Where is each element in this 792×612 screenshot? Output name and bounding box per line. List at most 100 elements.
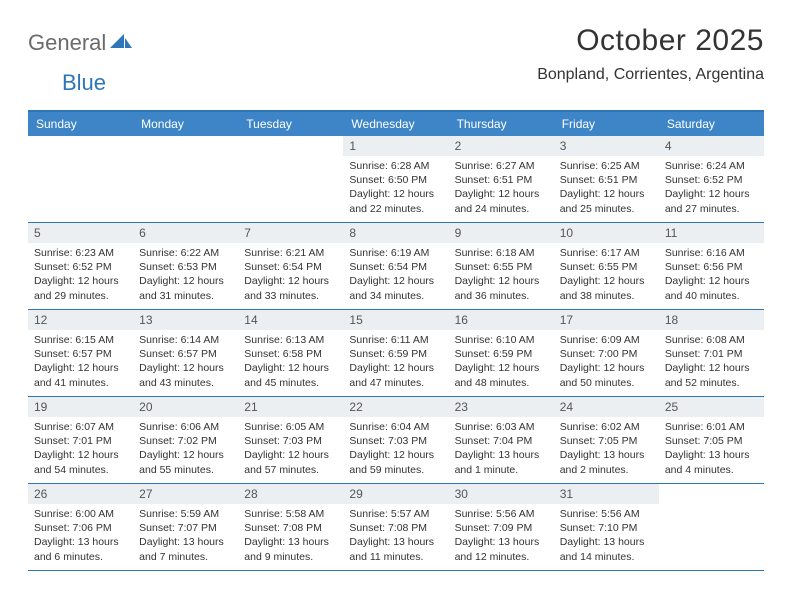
daylight-text: Daylight: 12 hours and 55 minutes. (139, 448, 232, 476)
logo: General (28, 24, 134, 56)
day-content: Sunrise: 6:19 AMSunset: 6:54 PMDaylight:… (343, 243, 448, 309)
day-content: Sunrise: 6:21 AMSunset: 6:54 PMDaylight:… (238, 243, 343, 309)
day-cell: 22Sunrise: 6:04 AMSunset: 7:03 PMDayligh… (343, 397, 448, 483)
day-of-week-header: Sunday (28, 112, 133, 136)
day-cell: 27Sunrise: 5:59 AMSunset: 7:07 PMDayligh… (133, 484, 238, 570)
day-content: Sunrise: 6:13 AMSunset: 6:58 PMDaylight:… (238, 330, 343, 396)
sunrise-text: Sunrise: 6:10 AM (455, 333, 548, 347)
day-content: Sunrise: 6:14 AMSunset: 6:57 PMDaylight:… (133, 330, 238, 396)
day-cell (238, 136, 343, 222)
day-of-week-header: Wednesday (343, 112, 448, 136)
sunrise-text: Sunrise: 6:23 AM (34, 246, 127, 260)
day-cell (28, 136, 133, 222)
sunset-text: Sunset: 7:04 PM (455, 434, 548, 448)
day-number: 2 (449, 136, 554, 156)
daylight-text: Daylight: 13 hours and 9 minutes. (244, 535, 337, 563)
daylight-text: Daylight: 12 hours and 52 minutes. (665, 361, 758, 389)
day-cell: 15Sunrise: 6:11 AMSunset: 6:59 PMDayligh… (343, 310, 448, 396)
daylight-text: Daylight: 13 hours and 7 minutes. (139, 535, 232, 563)
day-cell: 11Sunrise: 6:16 AMSunset: 6:56 PMDayligh… (659, 223, 764, 309)
day-number: 7 (238, 223, 343, 243)
day-content: Sunrise: 6:09 AMSunset: 7:00 PMDaylight:… (554, 330, 659, 396)
sunrise-text: Sunrise: 6:19 AM (349, 246, 442, 260)
day-cell: 29Sunrise: 5:57 AMSunset: 7:08 PMDayligh… (343, 484, 448, 570)
day-number: 5 (28, 223, 133, 243)
day-content: Sunrise: 6:11 AMSunset: 6:59 PMDaylight:… (343, 330, 448, 396)
day-content: Sunrise: 6:10 AMSunset: 6:59 PMDaylight:… (449, 330, 554, 396)
sunrise-text: Sunrise: 5:56 AM (455, 507, 548, 521)
sunrise-text: Sunrise: 6:02 AM (560, 420, 653, 434)
day-content: Sunrise: 6:23 AMSunset: 6:52 PMDaylight:… (28, 243, 133, 309)
day-number: 20 (133, 397, 238, 417)
sunset-text: Sunset: 6:53 PM (139, 260, 232, 274)
sunrise-text: Sunrise: 6:24 AM (665, 159, 758, 173)
day-of-week-header: Monday (133, 112, 238, 136)
daylight-text: Daylight: 12 hours and 22 minutes. (349, 187, 442, 215)
day-number: 11 (659, 223, 764, 243)
daylight-text: Daylight: 12 hours and 27 minutes. (665, 187, 758, 215)
day-cell: 10Sunrise: 6:17 AMSunset: 6:55 PMDayligh… (554, 223, 659, 309)
day-cell (659, 484, 764, 570)
sunrise-text: Sunrise: 6:25 AM (560, 159, 653, 173)
day-content: Sunrise: 5:58 AMSunset: 7:08 PMDaylight:… (238, 504, 343, 570)
sunset-text: Sunset: 6:57 PM (34, 347, 127, 361)
day-number: 9 (449, 223, 554, 243)
daylight-text: Daylight: 12 hours and 36 minutes. (455, 274, 548, 302)
sunset-text: Sunset: 6:57 PM (139, 347, 232, 361)
sunset-text: Sunset: 6:52 PM (665, 173, 758, 187)
day-number: 14 (238, 310, 343, 330)
sunrise-text: Sunrise: 5:57 AM (349, 507, 442, 521)
day-number: 29 (343, 484, 448, 504)
day-number: 31 (554, 484, 659, 504)
sunrise-text: Sunrise: 6:27 AM (455, 159, 548, 173)
sunrise-text: Sunrise: 6:16 AM (665, 246, 758, 260)
day-content: Sunrise: 5:59 AMSunset: 7:07 PMDaylight:… (133, 504, 238, 570)
sunrise-text: Sunrise: 6:01 AM (665, 420, 758, 434)
day-cell: 18Sunrise: 6:08 AMSunset: 7:01 PMDayligh… (659, 310, 764, 396)
day-cell: 30 Sunrise: 5:56 AMSunset: 7:09 PMDayligh… (449, 484, 554, 570)
sunset-text: Sunset: 7:05 PM (560, 434, 653, 448)
sunset-text: Sunset: 7:01 PM (34, 434, 127, 448)
sunrise-text: Sunrise: 6:03 AM (455, 420, 548, 434)
daylight-text: Daylight: 12 hours and 38 minutes. (560, 274, 653, 302)
day-number: 30 (449, 484, 554, 504)
day-content: Sunrise: 6:28 AMSunset: 6:50 PMDaylight:… (343, 156, 448, 222)
day-cell: 13Sunrise: 6:14 AMSunset: 6:57 PMDayligh… (133, 310, 238, 396)
day-number: 6 (133, 223, 238, 243)
daylight-text: Daylight: 13 hours and 14 minutes. (560, 535, 653, 563)
sunrise-text: Sunrise: 6:11 AM (349, 333, 442, 347)
day-cell: 21Sunrise: 6:05 AMSunset: 7:03 PMDayligh… (238, 397, 343, 483)
day-of-week-header: Friday (554, 112, 659, 136)
sunset-text: Sunset: 6:54 PM (349, 260, 442, 274)
calendar: SundayMondayTuesdayWednesdayThursdayFrid… (28, 110, 764, 571)
day-cell: 5Sunrise: 6:23 AMSunset: 6:52 PMDaylight… (28, 223, 133, 309)
day-cell: 2Sunrise: 6:27 AMSunset: 6:51 PMDaylight… (449, 136, 554, 222)
daylight-text: Daylight: 12 hours and 50 minutes. (560, 361, 653, 389)
sunset-text: Sunset: 7:09 PM (455, 521, 548, 535)
day-number: 22 (343, 397, 448, 417)
sunrise-text: Sunrise: 6:00 AM (34, 507, 127, 521)
day-cell: 17Sunrise: 6:09 AMSunset: 7:00 PMDayligh… (554, 310, 659, 396)
location: Bonpland, Corrientes, Argentina (537, 66, 764, 84)
day-number: 3 (554, 136, 659, 156)
day-cell: 4Sunrise: 6:24 AMSunset: 6:52 PMDaylight… (659, 136, 764, 222)
day-cell: 14Sunrise: 6:13 AMSunset: 6:58 PMDayligh… (238, 310, 343, 396)
sunset-text: Sunset: 6:55 PM (455, 260, 548, 274)
day-number: 27 (133, 484, 238, 504)
sunset-text: Sunset: 7:05 PM (665, 434, 758, 448)
logo-text-blue: Blue (62, 70, 106, 96)
daylight-text: Daylight: 12 hours and 57 minutes. (244, 448, 337, 476)
day-of-week-header: Tuesday (238, 112, 343, 136)
sunrise-text: Sunrise: 6:15 AM (34, 333, 127, 347)
day-cell: 12Sunrise: 6:15 AMSunset: 6:57 PMDayligh… (28, 310, 133, 396)
day-content: Sunrise: 5:56 AMSunset: 7:10 PMDaylight:… (554, 504, 659, 570)
daylight-text: Daylight: 13 hours and 12 minutes. (455, 535, 548, 563)
week-row: 26Sunrise: 6:00 AMSunset: 7:06 PMDayligh… (28, 484, 764, 571)
title-block: October 2025 Bonpland, Corrientes, Argen… (537, 24, 764, 84)
sunrise-text: Sunrise: 5:59 AM (139, 507, 232, 521)
daylight-text: Daylight: 12 hours and 59 minutes. (349, 448, 442, 476)
day-content: Sunrise: 6:27 AMSunset: 6:51 PMDaylight:… (449, 156, 554, 222)
day-number: 13 (133, 310, 238, 330)
daylight-text: Daylight: 12 hours and 43 minutes. (139, 361, 232, 389)
sunrise-text: Sunrise: 6:05 AM (244, 420, 337, 434)
